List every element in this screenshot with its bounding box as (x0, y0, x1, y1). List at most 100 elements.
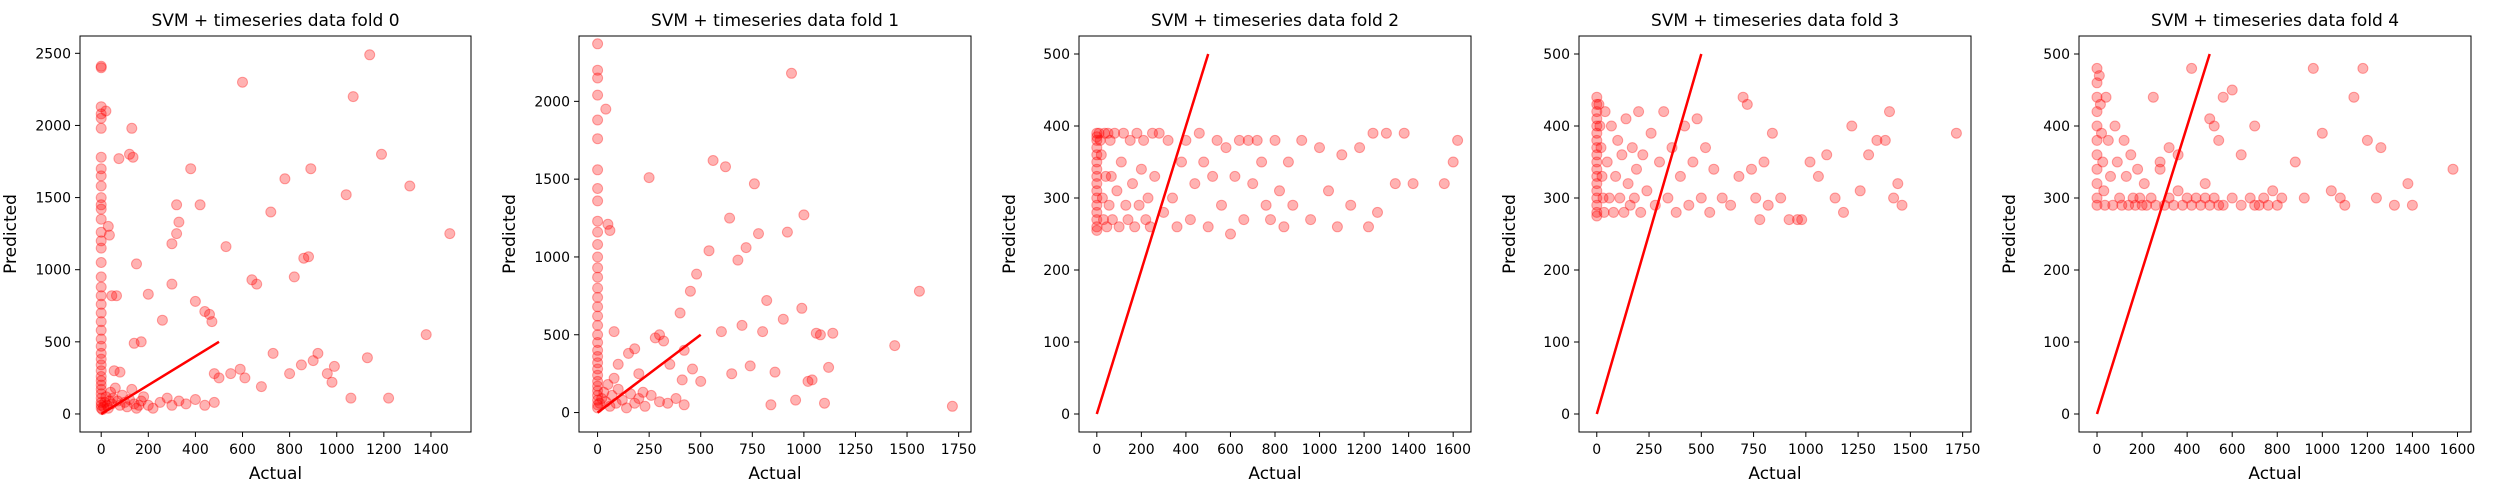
data-point (695, 375, 707, 387)
data-point (1879, 134, 1891, 146)
x-tick-label: 1200 (1346, 442, 1382, 458)
data-point (204, 308, 215, 320)
data-point (2100, 91, 2112, 103)
chart-title: SVM + timeseries data fold 1 (651, 11, 899, 31)
data-point (1725, 199, 1737, 211)
y-tick-label: 400 (1043, 119, 1070, 135)
data-point (761, 295, 773, 306)
x-tick-label: 400 (1173, 442, 1200, 458)
x-tick-label: 600 (1217, 442, 1244, 458)
scatter-points (1591, 91, 1962, 226)
data-point (1091, 206, 1103, 218)
data-point (361, 352, 373, 364)
data-point (592, 282, 604, 294)
data-point (1687, 156, 1699, 168)
data-point (2375, 142, 2387, 154)
data-point (1225, 228, 1236, 240)
data-point (171, 199, 183, 211)
data-point (95, 108, 107, 120)
data-point (255, 381, 267, 393)
y-tick-label: 500 (543, 328, 570, 344)
data-point (608, 372, 620, 384)
x-tick-label: 0 (593, 442, 602, 458)
x-tick-label: 750 (739, 442, 766, 458)
x-tick-label: 1600 (1435, 442, 1471, 458)
data-point (798, 209, 810, 221)
x-axis-label: Actual (249, 464, 302, 484)
data-point (654, 329, 665, 341)
data-point (790, 394, 802, 406)
data-point (592, 195, 604, 207)
data-point (2217, 199, 2229, 211)
data-point (2334, 192, 2346, 204)
data-point (1626, 142, 1638, 154)
data-point (124, 148, 135, 160)
data-point (225, 368, 237, 380)
data-point (1683, 199, 1695, 211)
data-point (1167, 192, 1178, 204)
data-point (154, 396, 166, 408)
data-point (592, 385, 604, 397)
data-point (95, 396, 107, 408)
data-point (2150, 199, 2162, 211)
data-point (1131, 127, 1143, 139)
x-tick-label: 1000 (1302, 442, 1338, 458)
data-point (2105, 170, 2116, 182)
data-point (2123, 199, 2135, 211)
data-point (347, 91, 359, 103)
data-point (95, 203, 107, 215)
data-point (1612, 134, 1624, 146)
data-point (340, 189, 352, 201)
data-point (199, 306, 211, 317)
data-point (2208, 120, 2220, 132)
data-point (2235, 199, 2247, 211)
data-point (1336, 149, 1348, 161)
data-point (95, 180, 107, 192)
data-point (1389, 178, 1401, 190)
data-point (1838, 206, 1849, 218)
data-point (1115, 156, 1127, 168)
data-point (106, 290, 118, 302)
data-point (114, 366, 126, 378)
data-point (1101, 221, 1113, 233)
data-point (2204, 199, 2216, 211)
data-point (592, 337, 604, 348)
data-point (2316, 127, 2328, 139)
data-point (1635, 206, 1647, 218)
y-tick-label: 500 (2043, 47, 2070, 63)
data-point (1596, 170, 1608, 182)
x-tick-label: 200 (2129, 442, 2156, 458)
data-point (592, 64, 604, 76)
data-point (1750, 192, 1762, 204)
data-point (2091, 91, 2103, 103)
data-point (592, 89, 604, 101)
data-point (199, 399, 211, 411)
data-point (2298, 192, 2310, 204)
x-tick-label: 1000 (1788, 442, 1824, 458)
data-point (95, 226, 107, 238)
data-point (1162, 134, 1174, 146)
y-tick-label: 500 (1543, 47, 1570, 63)
data-point (1614, 192, 1626, 204)
data-point (2177, 199, 2189, 211)
data-point (2091, 178, 2103, 190)
data-point (95, 347, 107, 359)
data-point (109, 382, 121, 394)
data-point (592, 369, 604, 381)
data-point (303, 251, 314, 263)
data-point (765, 399, 777, 411)
x-tick-label: 1000 (319, 442, 355, 458)
data-point (142, 399, 154, 411)
data-point (1120, 199, 1132, 211)
data-point (913, 285, 925, 297)
data-point (1091, 131, 1103, 143)
x-tick-label: 1750 (1945, 442, 1981, 458)
data-point (1591, 156, 1603, 168)
x-tick-label: 1750 (941, 442, 977, 458)
data-point (1746, 163, 1757, 175)
data-point (2154, 163, 2166, 175)
data-point (1282, 156, 1294, 168)
axes-frame (578, 35, 972, 433)
data-point (2181, 192, 2193, 204)
